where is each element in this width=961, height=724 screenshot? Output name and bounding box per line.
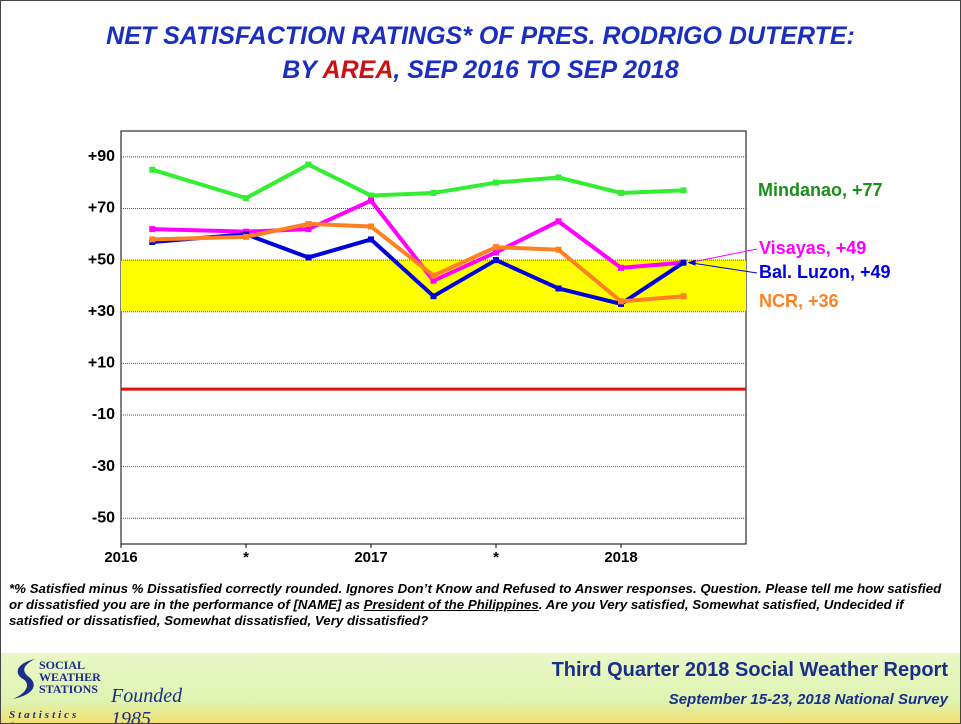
marker: [680, 293, 687, 300]
label-arrow: [689, 262, 758, 274]
arrow-head: [687, 259, 696, 266]
logo-word: SOCIAL: [39, 658, 86, 672]
marker: [430, 293, 437, 300]
marker: [243, 195, 249, 202]
footnote: *% Satisfied minus % Dissatisfied correc…: [9, 581, 954, 629]
marker: [430, 277, 437, 284]
marker: [368, 236, 374, 243]
y-tick-label: -30: [92, 458, 115, 475]
label-arrow: [689, 248, 758, 264]
marker: [493, 244, 499, 251]
y-tick-label: +90: [88, 148, 115, 165]
series-label: NCR, +36: [759, 291, 839, 311]
series-label: Mindanao, +77: [758, 180, 883, 200]
motto: Statistics for Advocacy: [9, 709, 80, 723]
marker: [493, 179, 499, 186]
footer: SOCIAL WEATHER STATIONS Founded 1985 Sta…: [1, 653, 960, 723]
footnote-text: *% Satisfied minus % Dissatisfied correc…: [9, 581, 942, 612]
marker: [305, 254, 312, 261]
marker: [368, 197, 374, 204]
y-tick-label: -10: [92, 406, 115, 423]
y-tick-label: +30: [88, 303, 115, 320]
footnote-text: . Are you Very satisfied, Somewhat satis…: [9, 597, 904, 628]
marker: [430, 189, 437, 196]
x-tick-label: 2018: [604, 549, 637, 566]
logo-word: STATIONS: [39, 682, 98, 696]
marker: [680, 259, 687, 266]
title-line: BY: [282, 56, 323, 84]
title-highlight: AREA: [322, 56, 394, 84]
marker: [149, 236, 156, 243]
y-tick-label: +10: [88, 355, 115, 372]
marker: [305, 220, 312, 227]
marker: [305, 226, 312, 233]
x-tick-label: 2017: [354, 549, 387, 566]
band: [121, 260, 746, 312]
marker: [493, 257, 499, 264]
founded: Founded 1985: [111, 685, 183, 724]
y-tick-label: +50: [88, 251, 115, 268]
x-tick-label: *: [243, 549, 249, 566]
marker: [149, 166, 156, 173]
y-tick-label: +70: [88, 200, 115, 217]
marker: [680, 187, 687, 194]
marker: [618, 264, 624, 271]
marker: [430, 272, 437, 279]
report-title: Third Quarter 2018 Social Weather Report: [551, 659, 948, 681]
marker: [149, 226, 156, 233]
x-tick-label: *: [493, 549, 499, 566]
marker: [493, 249, 499, 256]
plot-area: [120, 130, 747, 545]
marker: [555, 174, 562, 181]
marker: [618, 298, 624, 305]
logo-word: WEATHER: [39, 670, 101, 684]
marker: [368, 223, 374, 230]
chart-title: NET SATISFACTION RATINGS* OF PRES. RODRI…: [1, 19, 960, 87]
marker: [618, 189, 624, 196]
logo-icon: [13, 659, 35, 699]
marker: [555, 246, 562, 253]
series-label: Visayas, +49: [759, 238, 866, 258]
survey-name: September 15-23, 2018 National Survey: [668, 691, 948, 708]
series-label: Bal. Luzon, +49: [759, 262, 891, 282]
marker: [368, 192, 374, 199]
marker: [555, 285, 562, 292]
marker: [555, 218, 562, 225]
marker: [305, 161, 312, 168]
title-line: , SEP 2016 TO SEP 2018: [393, 56, 679, 84]
footnote-underlined: President of the Philippines: [363, 597, 539, 612]
title-line: NET SATISFACTION RATINGS* OF PRES. RODRI…: [106, 22, 855, 50]
y-tick-label: -50: [92, 509, 115, 526]
marker: [243, 233, 249, 240]
x-tick-label: 2016: [104, 549, 137, 566]
